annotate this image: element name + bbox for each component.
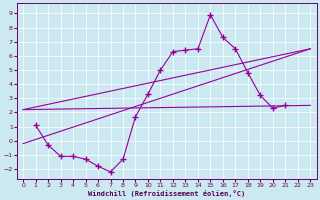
X-axis label: Windchill (Refroidissement éolien,°C): Windchill (Refroidissement éolien,°C) bbox=[88, 190, 245, 197]
